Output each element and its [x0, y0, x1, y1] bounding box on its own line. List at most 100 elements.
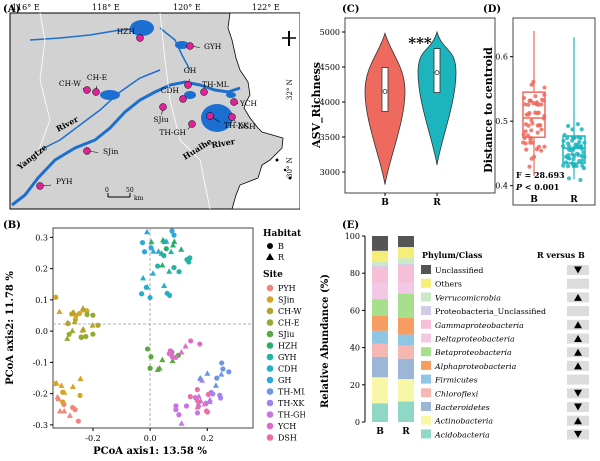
trend-up-icon	[574, 335, 582, 342]
pcoa-point-r	[77, 375, 84, 381]
jitter-point	[572, 153, 577, 158]
pcoa-point-b	[90, 331, 96, 337]
legend-label: Betaproteobacteria	[434, 348, 512, 357]
stack-segment	[372, 330, 388, 344]
pcoa-point-r	[69, 383, 76, 390]
y-tick-label: 100	[345, 232, 360, 241]
box	[562, 135, 586, 164]
site-legend-marker	[266, 319, 274, 326]
pcoa-point-b	[197, 341, 203, 347]
pcoa-point-r	[171, 238, 178, 244]
pcoa-point-r	[154, 366, 161, 372]
yangtze-river	[11, 80, 241, 207]
site-legend-label: CH-E	[278, 319, 300, 328]
trend-cell	[567, 278, 589, 289]
pcoa-point-b	[226, 369, 232, 375]
pcoa-point-r	[170, 242, 177, 248]
site-legend-label: GYH	[278, 353, 297, 362]
pcoa-point-r	[199, 377, 206, 383]
pcoa-point-b	[77, 392, 83, 399]
trend-up-icon	[574, 321, 582, 329]
stack-segment	[398, 258, 414, 264]
stat-p-symbol: P	[515, 182, 523, 192]
island	[275, 158, 279, 162]
site-legend-label: SJiu	[278, 330, 294, 339]
sea-area	[227, 12, 300, 210]
stack-segment	[372, 282, 388, 300]
pcoa-point-b	[143, 284, 149, 290]
pcoa-xlabel: PCoA axis1: 13.58 %	[93, 446, 207, 457]
pcoa-point-r	[61, 407, 68, 414]
pcoa-point-r	[194, 403, 201, 410]
pcoa-point-b	[194, 386, 200, 393]
y-tick-label: 0.6	[495, 53, 508, 62]
site-label: CH-W	[59, 79, 81, 88]
pcoa-point-r	[212, 382, 219, 388]
stack-segment	[398, 358, 414, 380]
site-marker-icon	[159, 103, 167, 111]
legend-swatch	[421, 360, 431, 370]
pcoa-point-b	[169, 354, 175, 360]
river-label: River	[211, 136, 237, 150]
trend-up-icon	[574, 417, 582, 425]
pcoa-point-b	[194, 410, 201, 416]
y-tick-label: 0.0	[35, 327, 48, 336]
site-marker-icon	[188, 120, 196, 128]
significance-stars: ***	[408, 34, 432, 52]
lake-taihu	[201, 104, 233, 132]
jitter-point	[529, 118, 534, 123]
panel-d-label: (D)	[483, 4, 501, 15]
pcoa-point-r	[56, 308, 63, 315]
stack-segment	[372, 343, 388, 357]
site-marker-icon	[184, 81, 192, 89]
site-legend-label: TH-GH	[278, 411, 305, 420]
jitter-point	[533, 110, 538, 115]
jitter-point	[539, 148, 544, 153]
pcoa-points	[52, 228, 232, 426]
legend-habitat-title: Habitat	[263, 229, 302, 239]
lat-tick: 30° N	[286, 157, 294, 178]
site-label: GYH	[204, 42, 222, 51]
legend-label: Bacteroidetes	[434, 403, 490, 412]
site-label: TH-GH	[159, 128, 186, 137]
stack-segment	[372, 356, 388, 378]
site-legend-marker	[266, 422, 274, 430]
pcoa-point-b	[195, 399, 202, 405]
site-marker-icon	[186, 42, 194, 50]
site-legend-marker	[266, 411, 274, 418]
jitter-point	[527, 164, 532, 169]
stack-segment	[398, 379, 414, 402]
panel-e-label: (E)	[342, 220, 359, 231]
y-tick-label: 0.5	[495, 117, 508, 126]
stack-segment	[398, 282, 414, 294]
y-tick-label: 4500	[320, 63, 340, 72]
site-marker-icon	[228, 113, 236, 121]
site-legend-marker	[266, 353, 274, 361]
legend-site-title: Site	[263, 270, 283, 280]
legend-label: Unclassified	[435, 266, 483, 275]
pcoa-point-b	[171, 232, 177, 238]
lon-tick: 122° E	[252, 3, 280, 12]
site-legend-marker	[266, 376, 274, 384]
stack-segment	[398, 317, 414, 335]
y-tick-label: 20	[350, 381, 360, 390]
panel-b-pcoa: (B) -0.2 0.0 0.2 0.3 0.2 0.1 0.0 -0.1 -0.2 -0.3 P…	[3, 220, 305, 457]
pcoa-point-r	[69, 327, 76, 334]
pcoa-point-b	[76, 310, 83, 317]
lon-tick: 118° E	[92, 3, 120, 12]
pcoa-point-r	[204, 370, 211, 376]
x-tick-label: B	[376, 427, 384, 437]
jitter-point	[526, 123, 531, 128]
pcoa-point-r	[79, 305, 86, 311]
jitter-point	[565, 123, 571, 129]
y-tick-label: 3000	[320, 168, 340, 177]
jitter-point	[563, 154, 569, 159]
site-legend-label: SJin	[278, 296, 294, 305]
site-label: PYH	[56, 177, 73, 186]
jitter-point	[531, 79, 536, 85]
legend-swatch	[421, 415, 431, 425]
pcoa-point-r	[168, 248, 175, 255]
y-tick-label: 5000	[320, 28, 340, 37]
jitter-point	[561, 163, 566, 168]
